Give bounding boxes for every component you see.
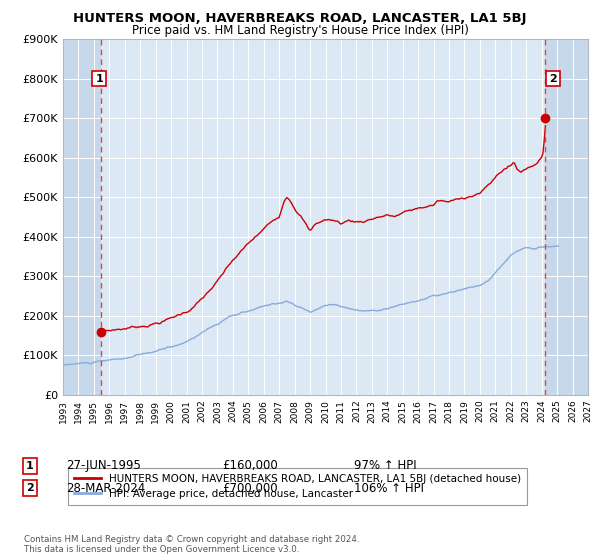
Text: 27-JUN-1995: 27-JUN-1995 xyxy=(66,459,141,473)
Text: Price paid vs. HM Land Registry's House Price Index (HPI): Price paid vs. HM Land Registry's House … xyxy=(131,24,469,36)
Text: 1: 1 xyxy=(26,461,34,471)
Text: HUNTERS MOON, HAVERBREAKS ROAD, LANCASTER, LA1 5BJ: HUNTERS MOON, HAVERBREAKS ROAD, LANCASTE… xyxy=(73,12,527,25)
Text: Contains HM Land Registry data © Crown copyright and database right 2024.
This d: Contains HM Land Registry data © Crown c… xyxy=(24,535,359,554)
Text: 1: 1 xyxy=(95,74,103,83)
Text: 97% ↑ HPI: 97% ↑ HPI xyxy=(354,459,416,473)
Text: 106% ↑ HPI: 106% ↑ HPI xyxy=(354,482,424,495)
Text: 2: 2 xyxy=(549,74,557,83)
Legend: HUNTERS MOON, HAVERBREAKS ROAD, LANCASTER, LA1 5BJ (detached house), HPI: Averag: HUNTERS MOON, HAVERBREAKS ROAD, LANCASTE… xyxy=(68,468,527,505)
Text: 2: 2 xyxy=(26,483,34,493)
Text: £700,000: £700,000 xyxy=(222,482,278,495)
Bar xyxy=(545,39,588,395)
Text: £160,000: £160,000 xyxy=(222,459,278,473)
Bar xyxy=(63,39,101,395)
Text: 28-MAR-2024: 28-MAR-2024 xyxy=(66,482,145,495)
